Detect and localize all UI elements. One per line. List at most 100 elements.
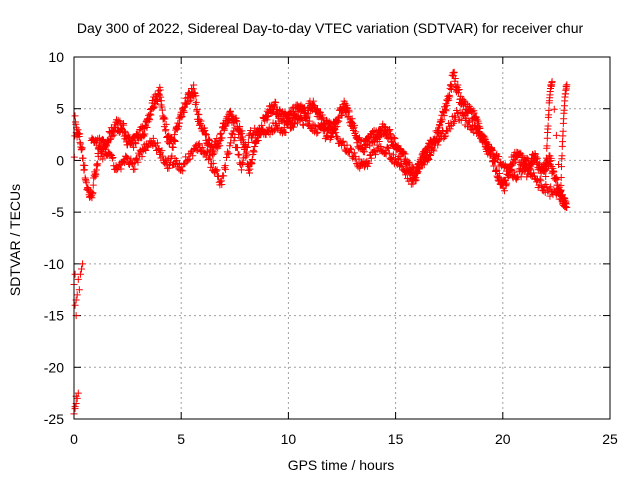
- data-point: [205, 151, 213, 159]
- data-point: [79, 154, 87, 162]
- data-point: [275, 119, 283, 127]
- data-point: [306, 117, 314, 125]
- data-point: [443, 102, 451, 110]
- data-point: [113, 118, 121, 126]
- data-point: [347, 146, 355, 154]
- data-point: [405, 159, 413, 167]
- data-point: [502, 167, 510, 175]
- data-point: [442, 132, 450, 140]
- data-point: [206, 137, 214, 145]
- data-point: [563, 81, 571, 89]
- data-point: [74, 275, 82, 283]
- data-point: [131, 165, 139, 173]
- data-point: [455, 89, 463, 97]
- data-point: [154, 97, 162, 105]
- data-point: [327, 133, 335, 141]
- data-point: [220, 172, 228, 180]
- data-point: [439, 128, 447, 136]
- data-point: [247, 160, 255, 168]
- data-point: [242, 150, 250, 158]
- data-point: [360, 148, 368, 156]
- data-point: [123, 154, 131, 162]
- data-point: [532, 155, 540, 163]
- data-point: [159, 152, 167, 160]
- data-point: [209, 159, 217, 167]
- data-point: [495, 153, 503, 161]
- data-point: [545, 106, 553, 114]
- data-point: [544, 122, 552, 130]
- data-point: [106, 128, 114, 136]
- data-point: [441, 133, 449, 141]
- data-point: [195, 140, 203, 148]
- data-point: [224, 150, 232, 158]
- data-point: [404, 168, 412, 176]
- data-point: [193, 106, 201, 114]
- data-point: [231, 133, 239, 141]
- data-point: [263, 127, 271, 135]
- data-point: [434, 141, 442, 149]
- data-point: [464, 101, 472, 109]
- data-point: [350, 149, 358, 157]
- data-point: [76, 130, 84, 138]
- data-point: [244, 139, 252, 147]
- y-tick-label: -20: [44, 359, 64, 375]
- data-point: [451, 75, 459, 83]
- data-point: [178, 113, 186, 121]
- data-point: [282, 128, 290, 136]
- data-point: [367, 154, 375, 162]
- data-point: [468, 107, 476, 115]
- data-point: [232, 117, 240, 125]
- data-point: [99, 155, 107, 163]
- data-point: [519, 152, 527, 160]
- data-point: [79, 260, 87, 268]
- data-point: [348, 115, 356, 123]
- data-point: [99, 136, 107, 144]
- data-point: [240, 154, 248, 162]
- data-point: [76, 138, 84, 146]
- data-point: [466, 118, 474, 126]
- data-point: [371, 151, 379, 159]
- data-point: [73, 291, 81, 299]
- data-point: [102, 146, 110, 154]
- data-point: [82, 179, 90, 187]
- data-point: [548, 78, 556, 86]
- data-point: [536, 161, 544, 169]
- y-tick-label: -25: [44, 411, 64, 427]
- data-point: [101, 143, 109, 151]
- data-point: [550, 168, 558, 176]
- y-tick-label: 10: [48, 49, 64, 65]
- data-point: [216, 130, 224, 138]
- data-point: [561, 199, 569, 207]
- data-point: [254, 136, 262, 144]
- data-point: [234, 150, 242, 158]
- data-point: [563, 203, 571, 211]
- data-point: [325, 120, 333, 128]
- data-point: [89, 189, 97, 197]
- data-point: [109, 154, 117, 162]
- data-point: [204, 142, 212, 150]
- data-point: [543, 142, 551, 150]
- data-point: [413, 169, 421, 177]
- data-point: [299, 121, 307, 129]
- data-point: [332, 129, 340, 137]
- data-point: [222, 165, 230, 173]
- data-point: [226, 142, 234, 150]
- data-point: [192, 92, 200, 100]
- data-point: [71, 270, 79, 278]
- data-point: [384, 144, 392, 152]
- data-point: [273, 124, 281, 132]
- data-point: [488, 144, 496, 152]
- data-point: [139, 131, 147, 139]
- data-point: [352, 128, 360, 136]
- data-point: [218, 134, 226, 142]
- y-tick-label: -15: [44, 308, 64, 324]
- x-tick-label: 20: [495, 431, 511, 447]
- data-point: [488, 147, 496, 155]
- data-point: [133, 155, 141, 163]
- data-point: [447, 81, 455, 89]
- data-point: [132, 140, 140, 148]
- data-point: [197, 117, 205, 125]
- data-point: [225, 149, 233, 157]
- data-point: [169, 144, 177, 152]
- data-point: [71, 403, 79, 411]
